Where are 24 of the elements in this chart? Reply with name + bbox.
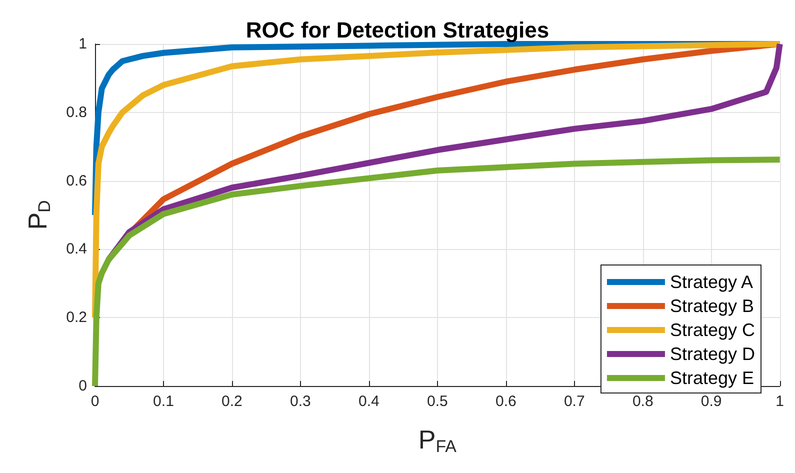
- legend-label: Strategy B: [670, 296, 754, 316]
- chart-title: ROC for Detection Strategies: [246, 18, 550, 42]
- x-tick-label: 1: [776, 393, 784, 410]
- x-tick-label: 0.4: [358, 393, 380, 410]
- x-tick-label: 0.3: [290, 393, 311, 410]
- y-tick-label: 0.4: [66, 240, 87, 258]
- x-tick-label: 0.9: [700, 393, 722, 410]
- x-tick-label: 0.5: [426, 393, 448, 410]
- x-tick-label: 0.1: [153, 393, 174, 410]
- legend-label: Strategy D: [670, 344, 756, 364]
- x-tick-label: 0.2: [222, 393, 242, 410]
- x-tick-label: 0.6: [495, 393, 516, 410]
- legend-label: Strategy A: [670, 272, 754, 292]
- y-tick-label: 0.2: [66, 309, 87, 326]
- y-axis-title: PD: [22, 200, 54, 230]
- y-tick-label: 0.6: [66, 172, 87, 190]
- x-tick-label: 0.7: [564, 393, 585, 410]
- y-tick-label: 1: [78, 36, 87, 52]
- y-tick-label: 0.8: [66, 104, 87, 121]
- legend-label: Strategy C: [670, 320, 756, 340]
- legend-label: Strategy E: [670, 368, 754, 388]
- x-tick-label: 0.8: [632, 393, 654, 410]
- y-tick-label: 0: [78, 378, 87, 394]
- x-tick-label: 0: [90, 393, 100, 410]
